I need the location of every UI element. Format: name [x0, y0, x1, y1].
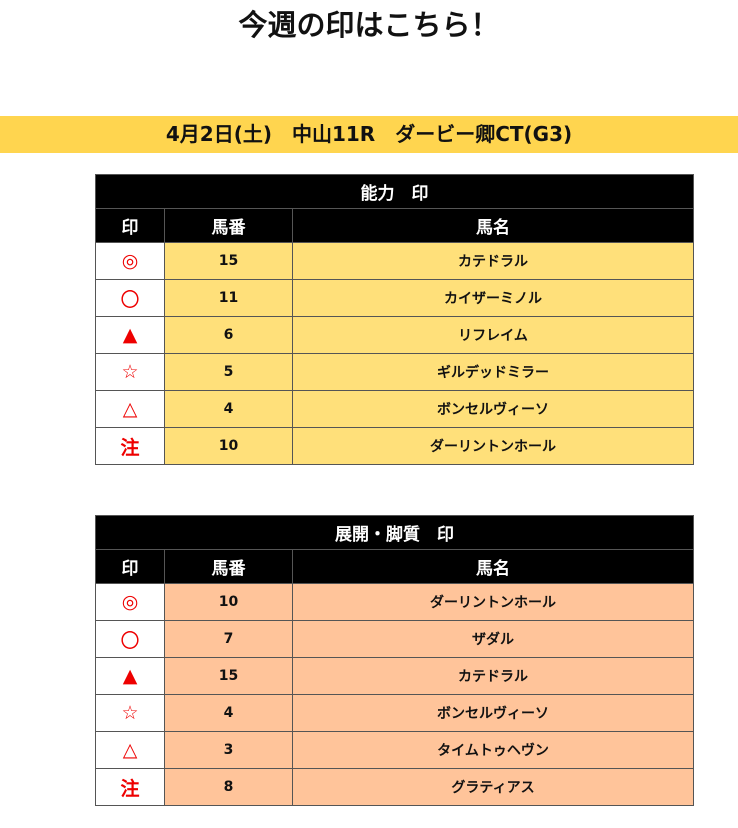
horse-name-cell: ボンセルヴィーソ: [292, 694, 694, 732]
horse-name-cell: カテドラル: [292, 242, 694, 280]
horse-name-cell: ダーリントンホール: [292, 583, 694, 621]
horse-name-cell: タイムトゥヘヴン: [292, 731, 694, 769]
mark-cell: ▲: [95, 657, 165, 695]
column-header-mark: 印: [95, 549, 165, 584]
table-row: 注 8 グラティアス: [95, 768, 694, 806]
horse-name-cell: ザダル: [292, 620, 694, 658]
mark-cell: ▲: [95, 316, 165, 354]
horse-name-cell: ボンセルヴィーソ: [292, 390, 694, 428]
mark-cell: ☆: [95, 353, 165, 391]
horse-number-cell: 15: [164, 242, 293, 280]
page-title: 今週の印はこちら！: [238, 8, 500, 42]
mark-cell: ◎: [95, 583, 165, 621]
horse-name-cell: カイザーミノル: [292, 279, 694, 317]
mark-cell: 〇: [95, 279, 165, 317]
horse-number-cell: 6: [164, 316, 293, 354]
table-row: ☆ 4 ボンセルヴィーソ: [95, 694, 694, 732]
horse-name-cell: ギルデッドミラー: [292, 353, 694, 391]
horse-name-cell: カテドラル: [292, 657, 694, 695]
table-heading: 展開・脚質 印: [95, 515, 694, 550]
table-row: 〇 11 カイザーミノル: [95, 279, 694, 317]
horse-number-cell: 15: [164, 657, 293, 695]
mark-cell: ☆: [95, 694, 165, 732]
horse-number-cell: 11: [164, 279, 293, 317]
table-row: 〇 7 ザダル: [95, 620, 694, 658]
table-row: ▲ 6 リフレイム: [95, 316, 694, 354]
table-row: ◎ 15 カテドラル: [95, 242, 694, 280]
horse-number-cell: 10: [164, 583, 293, 621]
column-header-number: 馬番: [164, 208, 293, 243]
column-header-name: 馬名: [292, 208, 694, 243]
horse-number-cell: 10: [164, 427, 293, 465]
horse-number-cell: 8: [164, 768, 293, 806]
table-row: △ 4 ボンセルヴィーソ: [95, 390, 694, 428]
table-row: ☆ 5 ギルデッドミラー: [95, 353, 694, 391]
mark-cell: ◎: [95, 242, 165, 280]
table-row: ▲ 15 カテドラル: [95, 657, 694, 695]
horse-number-cell: 3: [164, 731, 293, 769]
horse-name-cell: リフレイム: [292, 316, 694, 354]
column-header-number: 馬番: [164, 549, 293, 584]
mark-cell: 〇: [95, 620, 165, 658]
column-header-mark: 印: [95, 208, 165, 243]
horse-name-cell: グラティアス: [292, 768, 694, 806]
mark-cell: △: [95, 390, 165, 428]
mark-cell: 注: [95, 427, 165, 465]
horse-number-cell: 4: [164, 694, 293, 732]
table-row: △ 3 タイムトゥヘヴン: [95, 731, 694, 769]
horse-number-cell: 5: [164, 353, 293, 391]
race-banner: 4月2日(土) 中山11R ダービー卿CT(G3): [0, 116, 738, 153]
horse-name-cell: ダーリントンホール: [292, 427, 694, 465]
column-header-name: 馬名: [292, 549, 694, 584]
horse-number-cell: 7: [164, 620, 293, 658]
table-row: 注 10 ダーリントンホール: [95, 427, 694, 465]
table-row: ◎ 10 ダーリントンホール: [95, 583, 694, 621]
ability-marks-table: 能力 印 印 馬番 馬名 ◎ 15 カテドラル〇 11 カイザーミノル ▲ 6 リフレイム ☆ 5…: [95, 174, 694, 465]
horse-number-cell: 4: [164, 390, 293, 428]
mark-cell: 注: [95, 768, 165, 806]
table-heading: 能力 印: [95, 174, 694, 209]
mark-cell: △: [95, 731, 165, 769]
pace-style-marks-table: 展開・脚質 印 印 馬番 馬名 ◎ 10 ダーリントンホール〇 7 ザダル ▲ 15 カテドラ…: [95, 515, 694, 806]
